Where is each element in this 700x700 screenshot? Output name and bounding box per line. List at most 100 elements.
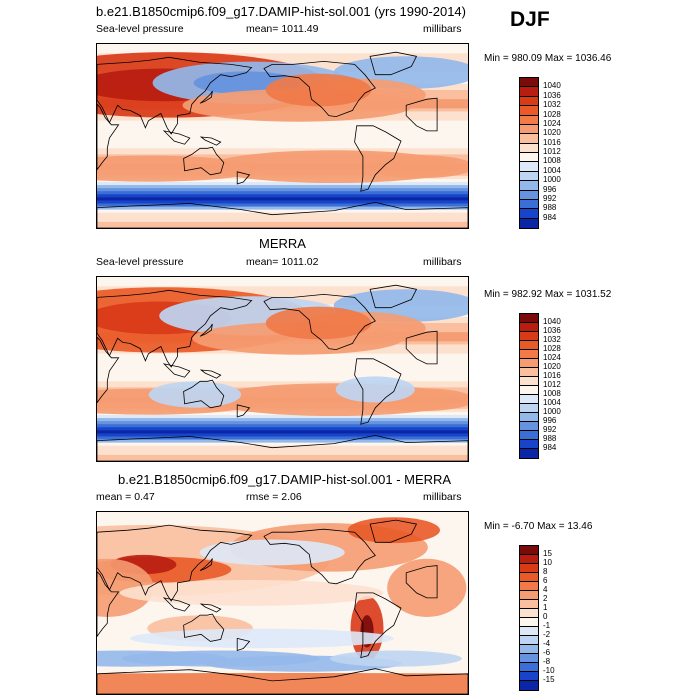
field-band <box>97 139 468 143</box>
colorbar-box <box>520 323 538 332</box>
panel-2-units: millibars <box>423 256 462 268</box>
season-label: DJF <box>510 8 550 31</box>
colorbar-tick-label: 1036 <box>543 90 561 100</box>
coastlines <box>97 284 468 461</box>
colorbar-box <box>520 143 538 153</box>
colorbar-tick-label: -10 <box>543 666 555 675</box>
field-band <box>97 129 468 134</box>
field-band <box>97 218 468 223</box>
difference-feature <box>119 579 384 606</box>
colorbar-box <box>520 672 538 681</box>
field-band <box>97 381 468 385</box>
panel-3-minmax: Min = -6.70 Max = 13.46 <box>484 521 593 532</box>
colorbar-box <box>520 368 538 377</box>
field-band <box>97 185 468 189</box>
panel-3-mean: mean = 0.47 <box>96 491 155 503</box>
field-band <box>97 136 468 140</box>
colorbar-tick-label: -15 <box>543 675 555 684</box>
colorbar-box <box>520 377 538 386</box>
field-band <box>97 142 468 146</box>
colorbar-box <box>520 395 538 404</box>
colorbar-box <box>520 440 538 449</box>
panel-3-colorbar <box>519 545 539 691</box>
panel-1-map <box>96 43 469 229</box>
field-band <box>97 126 468 131</box>
pressure-feature <box>97 155 261 182</box>
colorbar-box <box>520 314 538 323</box>
pressure-feature <box>265 306 372 340</box>
field-band <box>97 433 468 438</box>
panel-2-map <box>96 276 469 462</box>
field-band <box>97 378 468 382</box>
field-band <box>97 224 468 228</box>
field-band <box>97 197 468 201</box>
colorbar-tick-label: 10 <box>543 558 552 567</box>
field-band <box>97 194 468 198</box>
colorbar-tick-label: 988 <box>543 203 557 213</box>
panel-1-mean: mean= 1011.49 <box>246 23 319 35</box>
field-band <box>97 289 468 293</box>
colorbar-tick-label: 992 <box>543 193 557 203</box>
colorbar-box <box>520 449 538 458</box>
colorbar-box <box>520 413 538 422</box>
field-band <box>97 375 468 379</box>
field-band <box>97 362 468 367</box>
colorbar-tick-label: 988 <box>543 434 557 443</box>
field-band <box>97 439 468 444</box>
colorbar-tick-label: 1004 <box>543 165 561 175</box>
colorbar-box <box>520 546 538 555</box>
field-band <box>97 132 468 137</box>
colorbar-tick-label: 1008 <box>543 389 561 398</box>
colorbar-tick-label: 1008 <box>543 156 561 166</box>
colorbar-box <box>520 341 538 350</box>
field-band <box>97 448 468 453</box>
field-band <box>97 365 468 370</box>
difference-feature <box>329 650 462 667</box>
panel-3-title: b.e21.B1850cmip6.f09_g17.DAMIP-hist-sol.… <box>118 472 452 487</box>
difference-feature <box>129 628 394 649</box>
colorbar-tick-label: 1024 <box>543 118 561 128</box>
colorbar-box <box>520 591 538 600</box>
panel-1-minmax: Min = 980.09 Max = 1036.46 <box>484 53 612 64</box>
panel-3-rmse: rmse = 2.06 <box>246 491 302 503</box>
colorbar-box <box>520 134 538 144</box>
field-band <box>97 415 468 419</box>
field-band <box>97 286 468 290</box>
panel-2-minmax: Min = 982.92 Max = 1031.52 <box>484 289 612 300</box>
colorbar-tick-label: 1000 <box>543 407 561 416</box>
colorbar-tick-label: 1036 <box>543 326 561 335</box>
colorbar-tick-label: 996 <box>543 416 557 425</box>
difference-feature <box>97 672 468 694</box>
field-band <box>97 221 468 226</box>
colorbar-tick-label: 8 <box>543 567 548 576</box>
field-band <box>97 454 468 459</box>
field-band <box>97 145 468 149</box>
colorbar-tick-label: 1004 <box>543 398 561 407</box>
field-band <box>97 442 468 447</box>
colorbar-box <box>520 681 538 690</box>
field-band <box>97 188 468 192</box>
colorbar-tick-label: 1024 <box>543 353 561 362</box>
colorbar-tick-label: 2 <box>543 594 548 603</box>
colorbar-box <box>520 190 538 200</box>
panel-1-colorbar <box>519 77 539 229</box>
field-band <box>97 50 468 54</box>
field-band <box>97 209 468 214</box>
colorbar-tick-label: 1012 <box>543 380 561 389</box>
colorbar-box <box>520 359 538 368</box>
colorbar-tick-label: 1016 <box>543 137 561 147</box>
colorbar-box <box>520 645 538 654</box>
colorbar-tick-label: 4 <box>543 585 548 594</box>
panel-1-title: b.e21.B1850cmip6.f09_g17.DAMIP-hist-sol.… <box>96 4 466 19</box>
field-band <box>97 421 468 425</box>
field-band <box>97 203 468 208</box>
colorbar-tick-label: 996 <box>543 184 557 194</box>
colorbar-tick-label: 984 <box>543 212 557 222</box>
coastlines <box>97 519 468 694</box>
colorbar-box <box>520 96 538 107</box>
colorbar-box <box>520 115 538 125</box>
colorbar-tick-label: 1020 <box>543 362 561 371</box>
colorbar-box <box>520 124 538 135</box>
colorbar-box <box>520 404 538 413</box>
pressure-feature <box>265 73 372 107</box>
